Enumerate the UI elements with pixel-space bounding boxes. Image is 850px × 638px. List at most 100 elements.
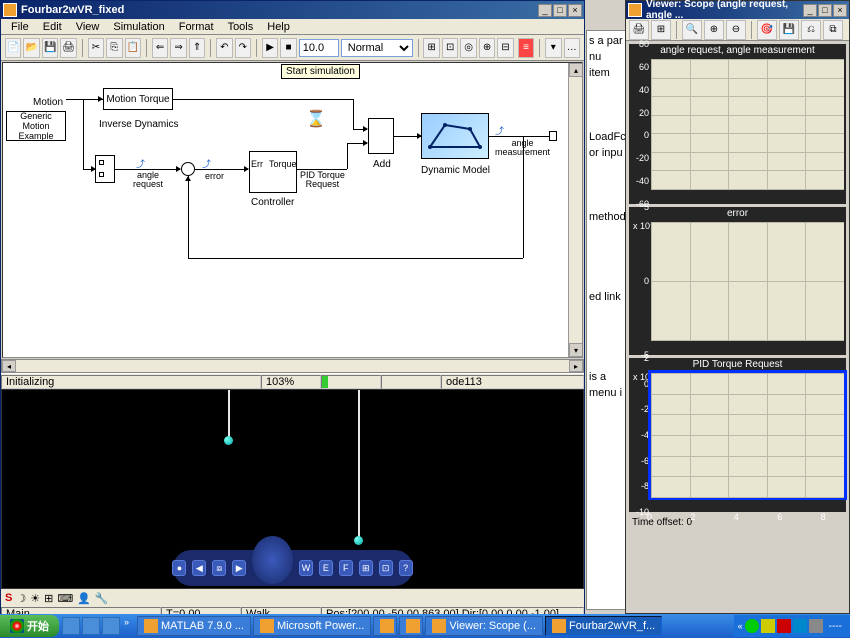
simtime-input[interactable]	[299, 39, 339, 57]
scope-params-button[interactable]: ⊞	[651, 20, 671, 40]
copy-button[interactable]: ⎘	[106, 38, 122, 58]
task-button-3[interactable]	[399, 616, 423, 636]
scope-autoscale-button[interactable]: 🎯	[757, 20, 777, 40]
nav-round[interactable]	[252, 536, 293, 584]
tool-button-2[interactable]: ⊡	[442, 38, 458, 58]
tray-icon-2[interactable]	[761, 619, 775, 633]
menu-help[interactable]: Help	[261, 20, 296, 34]
block-add[interactable]	[368, 118, 394, 154]
ql-explorer-icon[interactable]	[102, 617, 120, 635]
tool-button-4[interactable]: ⊕	[479, 38, 495, 58]
mode-select[interactable]: Normal	[341, 39, 413, 57]
vt-kbd-icon[interactable]: ⌨	[57, 592, 73, 605]
scope-zoomy-button[interactable]: ⊖	[726, 20, 746, 40]
block-dynamic-model[interactable]	[421, 113, 489, 159]
plot-area[interactable]	[651, 373, 844, 497]
vscrollbar[interactable]: ▴ ▾	[568, 63, 582, 357]
menu-file[interactable]: File	[5, 20, 35, 34]
block-motion-torque[interactable]: Motion Torque	[103, 88, 173, 110]
scope-zoomx-button[interactable]: ⊕	[704, 20, 724, 40]
nav-e[interactable]: E	[319, 560, 333, 576]
cut-button[interactable]: ✂	[88, 38, 104, 58]
nav-play-icon[interactable]: ⧈	[212, 560, 226, 576]
save-button[interactable]: 💾	[42, 38, 58, 58]
nav-w[interactable]: W	[299, 560, 313, 576]
menu-tools[interactable]: Tools	[222, 20, 260, 34]
maximize-button[interactable]: □	[553, 4, 567, 17]
menu-view[interactable]: View	[70, 20, 106, 34]
vt-person-icon[interactable]: 👤	[77, 592, 91, 605]
tray-icon-3[interactable]	[777, 619, 791, 633]
back-button[interactable]: ⇐	[152, 38, 168, 58]
scope-print-button[interactable]: 🖨	[629, 20, 649, 40]
tool-button-3[interactable]: ◎	[460, 38, 476, 58]
block-generic-motion[interactable]: Generic Motion Example	[6, 111, 66, 141]
nav-f[interactable]: F	[339, 560, 353, 576]
redo-button[interactable]: ↷	[235, 38, 251, 58]
nav-opt2-icon[interactable]: ⊡	[379, 560, 393, 576]
menu-edit[interactable]: Edit	[37, 20, 68, 34]
vt-moon-icon[interactable]: ☽	[16, 592, 26, 605]
open-button[interactable]: 📂	[23, 38, 39, 58]
clock[interactable]: ----	[825, 621, 846, 632]
scope-close-button[interactable]: ×	[833, 4, 847, 17]
tool-button-1[interactable]: ⊞	[423, 38, 439, 58]
ql-ie-icon[interactable]	[62, 617, 80, 635]
scope-float-button[interactable]: ⧉	[823, 20, 843, 40]
tray-icon-4[interactable]	[793, 619, 807, 633]
lib-button[interactable]: ≡	[518, 38, 534, 58]
ql-desktop-icon[interactable]	[82, 617, 100, 635]
paste-button[interactable]: 📋	[125, 38, 141, 58]
nav-prev-icon[interactable]: ◀	[192, 560, 206, 576]
more-button[interactable]: ▾	[545, 38, 561, 58]
task-button-1[interactable]: Microsoft Power...	[253, 616, 371, 636]
block-demux[interactable]	[95, 155, 115, 183]
scope-min-button[interactable]: _	[803, 4, 817, 17]
tray-icon-5[interactable]	[809, 619, 823, 633]
undo-button[interactable]: ↶	[216, 38, 232, 58]
plot-area[interactable]	[651, 222, 844, 340]
nav-wheel[interactable]: ● ◀ ⧈ ▶ W E F ⊞ ⊡ ?	[173, 550, 413, 586]
nav-next-icon[interactable]: ▶	[232, 560, 246, 576]
nav-help-icon[interactable]: ?	[399, 560, 413, 576]
nav-opt1-icon[interactable]: ⊞	[359, 560, 373, 576]
simulink-titlebar[interactable]: Fourbar2wVR_fixed _ □ ×	[1, 1, 584, 19]
vt-s-icon[interactable]: S	[5, 592, 12, 604]
new-button[interactable]: 📄	[5, 38, 21, 58]
print-button[interactable]: 🖨	[60, 38, 76, 58]
tray-expand-icon[interactable]: «	[738, 621, 743, 631]
simulink-canvas[interactable]: Generic Motion Example Motion Motion Tor…	[2, 62, 583, 358]
scope-restore-button[interactable]: ⎌	[801, 20, 821, 40]
scope-zoomin-button[interactable]: 🔍	[682, 20, 702, 40]
menu-format[interactable]: Format	[173, 20, 220, 34]
vt-sun-icon[interactable]: ☀	[30, 592, 40, 605]
up-button[interactable]: ⇑	[189, 38, 205, 58]
block-outport[interactable]	[549, 131, 557, 141]
block-sum[interactable]	[181, 162, 195, 176]
tool-button-5[interactable]: ⊟	[497, 38, 513, 58]
scope-plot-2[interactable]: PID Torque Requestx 10⁻³-10-8-6-4-202024…	[629, 358, 846, 512]
scope-save-button[interactable]: 💾	[779, 20, 799, 40]
task-button-5[interactable]: Fourbar2wVR_f...	[545, 616, 662, 636]
scope-titlebar[interactable]: Viewer: Scope (angle request, angle ... …	[626, 1, 849, 19]
start-button[interactable]: 开始	[0, 615, 59, 637]
stop-button[interactable]: ■	[280, 38, 296, 58]
task-button-2[interactable]	[373, 616, 397, 636]
plot-area[interactable]	[651, 59, 844, 189]
vt-grid-icon[interactable]: ⊞	[44, 592, 53, 605]
menu-simulation[interactable]: Simulation	[107, 20, 170, 34]
minimize-button[interactable]: _	[538, 4, 552, 17]
tray-icon-1[interactable]	[745, 619, 759, 633]
play-button[interactable]: ▶	[262, 38, 278, 58]
task-button-4[interactable]: Viewer: Scope (...	[425, 616, 543, 636]
forward-button[interactable]: ⇒	[170, 38, 186, 58]
viewer-3d[interactable]: ● ◀ ⧈ ▶ W E F ⊞ ⊡ ?	[1, 389, 584, 589]
scope-plot-0[interactable]: angle request, angle measurement-60-40-2…	[629, 44, 846, 204]
hscrollbar[interactable]: ◂▸	[1, 359, 584, 373]
scope-plot-1[interactable]: errorx 10⁻³-505	[629, 207, 846, 355]
task-button-0[interactable]: MATLAB 7.9.0 ...	[137, 616, 251, 636]
close-button[interactable]: ×	[568, 4, 582, 17]
nav-rec-icon[interactable]: ●	[172, 560, 186, 576]
block-controller[interactable]	[249, 151, 297, 193]
more2-button[interactable]: …	[564, 38, 580, 58]
